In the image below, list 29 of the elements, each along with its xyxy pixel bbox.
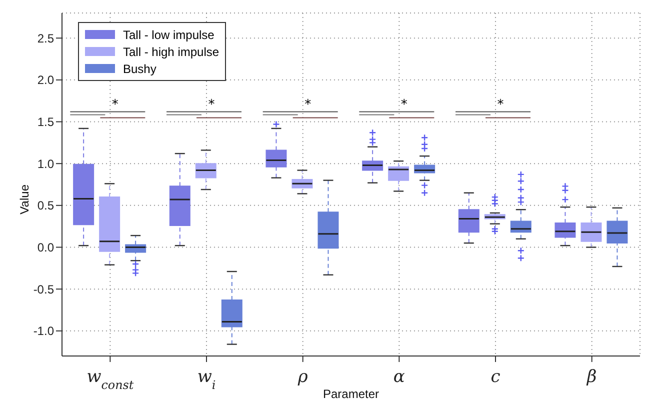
legend-label: Bushy bbox=[123, 62, 156, 76]
y-axis-title: Value bbox=[17, 184, 32, 214]
significance-bracket: * bbox=[70, 98, 146, 118]
y-tick-label: 2.5 bbox=[37, 31, 54, 46]
annotation: * bbox=[400, 98, 408, 113]
annotation: * bbox=[208, 98, 216, 113]
significance-bracket: * bbox=[455, 98, 531, 118]
significance-bracket: * bbox=[166, 98, 242, 118]
x-axis-title: Parameter bbox=[322, 387, 380, 401]
annotation: * bbox=[304, 98, 312, 113]
y-tick-label: 2.0 bbox=[37, 73, 54, 88]
x-tick-label: α bbox=[393, 367, 406, 387]
x-tick-label: c bbox=[490, 367, 501, 387]
y-tick-label: -1.0 bbox=[33, 324, 54, 338]
legend-label: Tall - low impulse bbox=[123, 28, 214, 42]
significance-bracket: * bbox=[262, 98, 338, 118]
x-tick-label: w$_{const}$ bbox=[86, 367, 134, 392]
x-tick-label: w$_{i}$ bbox=[197, 367, 216, 392]
y-tick-label: 0.5 bbox=[37, 198, 54, 213]
y-tick-label: 0.0 bbox=[37, 240, 54, 255]
x-tick-label: β bbox=[586, 367, 597, 387]
annotation: * bbox=[497, 98, 504, 113]
y-tick-label: 1.5 bbox=[37, 115, 54, 130]
significance-bracket: * bbox=[358, 98, 435, 118]
legend-label: Tall - high impulse bbox=[123, 44, 220, 58]
annotation: * bbox=[112, 98, 119, 113]
y-tick-label: -0.5 bbox=[33, 282, 54, 296]
y-tick-label: 1.0 bbox=[37, 156, 54, 171]
x-tick-label: ρ bbox=[296, 367, 308, 387]
